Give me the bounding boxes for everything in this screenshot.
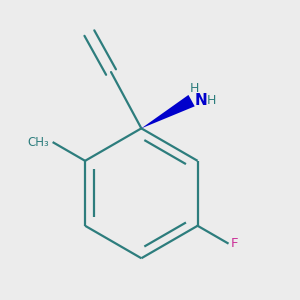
Text: H: H — [190, 82, 199, 95]
Text: N: N — [194, 93, 207, 108]
Text: H: H — [207, 94, 216, 107]
Text: F: F — [231, 237, 238, 250]
Polygon shape — [141, 95, 195, 128]
Text: CH₃: CH₃ — [28, 136, 49, 149]
